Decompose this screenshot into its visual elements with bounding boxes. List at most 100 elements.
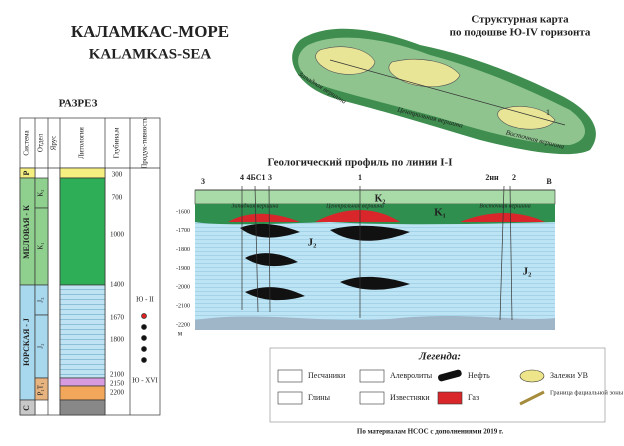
depth-label: 300: [112, 171, 123, 179]
column-header: Литология: [78, 126, 86, 158]
map-deposit: [497, 106, 556, 130]
structural-map: [292, 28, 596, 155]
profile: [194, 185, 556, 330]
map-title: по подошве Ю-IV горизонта: [450, 27, 591, 39]
legend-swatch: [437, 391, 463, 405]
system-label: С: [22, 405, 31, 411]
well-label: 2: [512, 173, 516, 182]
series-label: К₁: [37, 242, 45, 249]
legend-item: Песчаники: [308, 371, 346, 380]
well-line: [254, 185, 259, 313]
depth-tick: -2000: [176, 285, 190, 291]
depth-label: 700: [112, 194, 123, 202]
series-label: К₂: [37, 189, 45, 197]
column-header: Отдел: [37, 133, 45, 152]
depth-unit: м: [178, 330, 183, 338]
product-dot: [141, 335, 147, 341]
series-label: J₂: [37, 343, 45, 349]
zone-label: Восточная вершина: [479, 203, 530, 209]
depth-tick: -1700: [176, 228, 190, 234]
depth-label: 2100: [110, 371, 125, 379]
legend-swatch: [277, 391, 303, 405]
legend-swatch: [438, 369, 462, 382]
column-header: Продук-тивность: [141, 117, 149, 169]
strat-column: [19, 117, 161, 416]
section-title: РАЗРЕЗ: [59, 98, 98, 110]
depth-tick: -2200: [176, 322, 190, 328]
profile-gas: [228, 210, 545, 222]
product-dot: [141, 346, 147, 352]
depth-label: 1400: [110, 281, 125, 289]
well-line: [499, 185, 505, 321]
product-dot: [141, 324, 147, 330]
legend-item: Залежи УВ: [550, 371, 588, 380]
productivity-label: Ю - XVI: [132, 377, 158, 385]
legend-swatch: [359, 391, 385, 405]
legend-item: Граница фациальной зоны: [550, 389, 624, 396]
depth-label: 2200: [110, 389, 125, 397]
well-label: 3: [268, 173, 272, 182]
system-label: МЕЛОВАЯ - К: [22, 205, 31, 259]
legend-item: Нефть: [468, 371, 490, 380]
layer-label: K₂: [375, 193, 386, 204]
legend-swatch: [519, 390, 545, 406]
series-label: Р₁Т₁: [37, 382, 45, 395]
map-title: Структурная карта: [471, 14, 569, 26]
depth-tick: -1600: [176, 209, 190, 215]
lithology: [59, 284, 106, 379]
legend-item: Газ: [468, 393, 479, 402]
well-line: [509, 185, 513, 321]
depth-tick: -1800: [176, 247, 190, 253]
legend-frame: [269, 347, 606, 423]
system-label: ЮРСКАЯ - J: [22, 318, 31, 366]
depth-tick: -2100: [176, 304, 190, 310]
zone-label: Центральная вершина: [325, 203, 384, 209]
column-header: Глубина,м: [113, 127, 121, 158]
legend-swatch: [359, 369, 385, 383]
legend-swatch: [277, 369, 303, 383]
series-cell: [34, 377, 49, 401]
title: КАЛАМКАС-МОРЕ: [71, 22, 229, 41]
profile-oil: [240, 223, 410, 301]
well-label: 4: [240, 173, 244, 182]
column-header: Ярус: [50, 136, 58, 151]
system-label: Р: [22, 170, 31, 175]
profile-title: Геологический профиль по линии I-I: [268, 157, 453, 169]
depth-tick: -1900: [176, 266, 190, 272]
legend-item: Известняки: [390, 393, 430, 402]
legend: [269, 347, 606, 423]
layer-label: J₂: [308, 237, 318, 249]
well-line: [268, 185, 271, 313]
lithology: [59, 167, 106, 179]
depth-label: 1000: [110, 231, 125, 239]
layer-label: K₁: [434, 207, 446, 219]
series-label: J₃: [37, 297, 45, 303]
depth-label: 2150: [110, 380, 125, 388]
well-label: 2нн: [485, 173, 499, 182]
subtitle: KALAMKAS-SEA: [89, 46, 212, 62]
footer: По материалам НСОС с дополнениями 2019 г…: [357, 428, 503, 436]
depth-label: 1800: [110, 336, 125, 344]
lithology: [59, 399, 106, 416]
map-deposit: [388, 59, 461, 87]
map-deposit: [315, 46, 376, 75]
zone-label: Западная вершина: [231, 202, 278, 209]
profile-end: В: [546, 177, 552, 186]
product-dot: [141, 313, 147, 319]
lithology: [59, 177, 106, 286]
product-dot: [141, 357, 147, 363]
legend-item: Алевролиты: [390, 371, 433, 380]
layer-label: J₂: [523, 266, 533, 278]
legend-swatch: [519, 369, 545, 383]
profile-base: [195, 316, 555, 330]
column-header: Система: [23, 130, 31, 156]
legend-title: Легенда:: [418, 351, 461, 363]
profile-line: [329, 59, 566, 126]
lithology: [59, 385, 106, 401]
profile-end: 3: [201, 177, 205, 186]
wells: [241, 185, 513, 321]
legend-item: Глины: [308, 393, 331, 402]
lithology: [59, 377, 106, 387]
productivity-label: Ю - II: [136, 296, 154, 304]
